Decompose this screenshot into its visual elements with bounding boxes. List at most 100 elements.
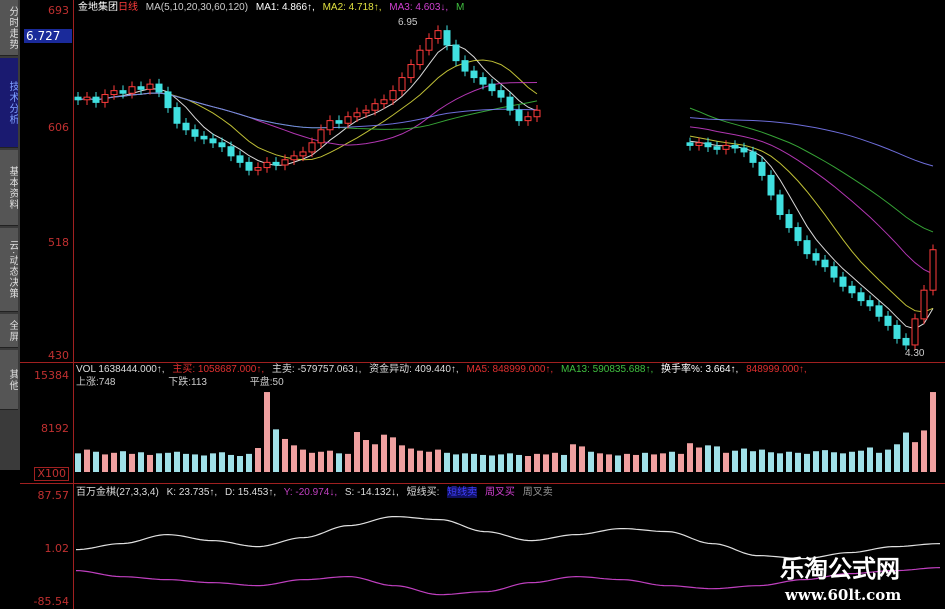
candle-body bbox=[812, 253, 820, 261]
volume-bar bbox=[543, 454, 549, 472]
candle-body bbox=[389, 90, 397, 101]
candle-body bbox=[461, 60, 469, 72]
volume-tick: 8192 bbox=[41, 422, 69, 435]
candle-body bbox=[776, 194, 784, 216]
main-buy-value: 主买: 1058687.000↑, bbox=[172, 364, 265, 375]
volume-bar bbox=[777, 453, 783, 472]
candle-body bbox=[884, 315, 892, 326]
ma1-value: MA1: 4.866↑, bbox=[255, 2, 315, 13]
candle-body bbox=[371, 103, 379, 111]
sidebar-tab[interactable]: 技术分析 bbox=[0, 58, 18, 148]
candle-body bbox=[524, 116, 532, 122]
volume-bar bbox=[921, 430, 927, 472]
candle-body bbox=[821, 259, 829, 268]
volume-bar bbox=[867, 447, 873, 472]
sidebar-tab[interactable]: 其他 bbox=[0, 350, 18, 410]
volume-bar bbox=[372, 444, 378, 472]
volume-bar bbox=[444, 452, 450, 472]
candle-body bbox=[848, 285, 856, 294]
volume-bar bbox=[786, 451, 792, 472]
volume-bar bbox=[561, 454, 567, 472]
sidebar-tab[interactable]: 分时走势 bbox=[0, 0, 18, 56]
candle-body bbox=[902, 337, 910, 346]
week-buy-label: 周叉买 bbox=[484, 487, 515, 498]
indicator-header: 百万金棋(27,3,3,4) K: 23.735↑, D: 15.453↑, Y… bbox=[76, 487, 558, 499]
price-header: 金地集团日线 MA(5,10,20,30,60,120) MA1: 4.866↑… bbox=[78, 2, 469, 14]
sidebar-tab[interactable]: 云·动态决策 bbox=[0, 228, 18, 312]
volume-bar bbox=[858, 450, 864, 472]
volume-bar bbox=[750, 451, 756, 472]
volume-bar bbox=[768, 452, 774, 472]
candle-body bbox=[353, 112, 361, 118]
candle-body bbox=[506, 96, 514, 111]
short-buy-label: 短线买: bbox=[406, 487, 440, 498]
candle-body bbox=[173, 107, 181, 124]
ma5-line bbox=[689, 140, 934, 330]
volume-bar bbox=[507, 453, 513, 472]
volume-unit: X100 bbox=[34, 467, 69, 481]
volume-bar bbox=[453, 454, 459, 472]
candle-body bbox=[497, 90, 505, 98]
candle-body bbox=[839, 276, 847, 287]
candle-body bbox=[164, 91, 172, 109]
candle-body bbox=[218, 142, 226, 148]
volume-bar bbox=[345, 453, 351, 472]
candle-body bbox=[911, 318, 919, 346]
candle-body bbox=[191, 129, 199, 137]
short-sell-label: 短线卖 bbox=[447, 487, 478, 498]
candle-body bbox=[272, 161, 280, 166]
candle-body bbox=[398, 77, 406, 92]
price-tick: 430 bbox=[48, 349, 69, 362]
candle-body bbox=[857, 292, 865, 302]
volume-bar bbox=[471, 453, 477, 472]
candle-body bbox=[326, 120, 334, 131]
candle-body bbox=[758, 161, 766, 176]
candle-body bbox=[866, 300, 874, 307]
candle-body bbox=[281, 159, 289, 166]
candle-body bbox=[452, 44, 460, 62]
volume-bar bbox=[363, 440, 369, 472]
candle-body bbox=[92, 96, 100, 103]
candle-body bbox=[515, 109, 523, 122]
volume-bar bbox=[489, 455, 495, 472]
volume-bar bbox=[912, 442, 918, 472]
candle-body bbox=[803, 240, 811, 255]
watermark-title: 乐淘公式网 bbox=[780, 554, 900, 583]
period-label[interactable]: 日线 bbox=[118, 2, 138, 13]
candle-body bbox=[686, 142, 694, 146]
candle-body bbox=[470, 70, 478, 79]
volume-bar bbox=[570, 444, 576, 472]
indicator-tick: 1.02 bbox=[44, 542, 70, 555]
volume-bar bbox=[633, 454, 639, 472]
stock-name: 金地集团 bbox=[78, 2, 118, 13]
volume-bar bbox=[111, 452, 117, 472]
candle-body bbox=[380, 99, 388, 105]
candle-body bbox=[740, 147, 748, 153]
vol-value: VOL 1638444.000↑, bbox=[76, 364, 165, 375]
candle-body bbox=[416, 49, 424, 66]
volume-bar bbox=[219, 452, 225, 472]
d-line bbox=[75, 567, 941, 596]
price-tick: 693 bbox=[48, 4, 69, 17]
volume-bar bbox=[732, 450, 738, 472]
candle-body bbox=[767, 174, 775, 196]
candle-body bbox=[200, 135, 208, 140]
week-sell-label: 周叉卖 bbox=[522, 487, 553, 498]
candle-body bbox=[83, 96, 91, 101]
volume-bar bbox=[552, 452, 558, 472]
volume-bar bbox=[687, 443, 693, 472]
vol-ma5-value: MA5: 848999.000↑, bbox=[466, 364, 554, 375]
ma3-value: MA3: 4.603↓, bbox=[389, 2, 449, 13]
sidebar-tab[interactable]: 全屏 bbox=[0, 314, 18, 348]
volume-bar bbox=[426, 451, 432, 472]
candle-body bbox=[794, 227, 802, 242]
volume-bar bbox=[228, 454, 234, 472]
volume-bar bbox=[516, 454, 522, 472]
sidebar-tab[interactable]: 基本资料 bbox=[0, 150, 18, 226]
unchanged: 平盘:50 bbox=[249, 377, 284, 388]
ma10-line bbox=[689, 135, 934, 313]
volume-bar bbox=[885, 449, 891, 472]
volume-bar bbox=[813, 451, 819, 472]
ma20-line bbox=[689, 126, 934, 275]
